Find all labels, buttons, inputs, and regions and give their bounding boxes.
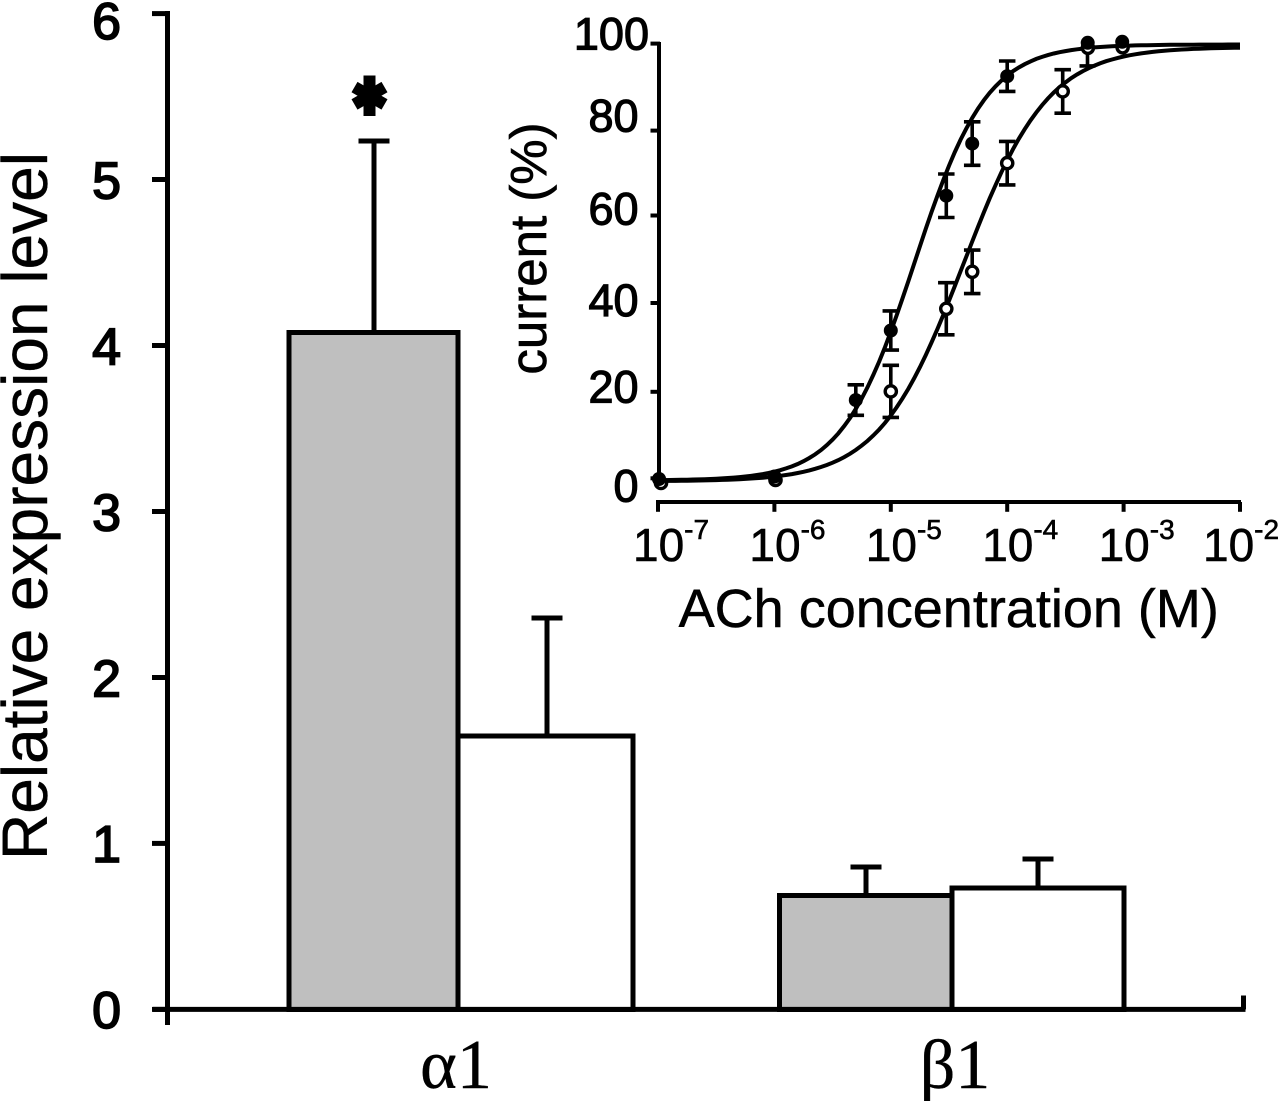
- svg-text:ACh concentration (M): ACh concentration (M): [679, 579, 1219, 639]
- svg-text:0: 0: [613, 460, 638, 511]
- svg-text:6: 6: [92, 0, 121, 51]
- svg-text:3: 3: [92, 484, 121, 542]
- svg-text:80: 80: [588, 90, 638, 141]
- svg-text:10-6: 10-6: [749, 514, 825, 571]
- svg-text:60: 60: [588, 183, 638, 234]
- svg-text:10-3: 10-3: [1099, 514, 1175, 571]
- svg-text:10-2: 10-2: [1203, 514, 1279, 571]
- svg-text:5: 5: [92, 152, 121, 210]
- svg-text:current (%): current (%): [500, 122, 557, 374]
- svg-text:10-7: 10-7: [633, 514, 709, 571]
- svg-text:20: 20: [588, 362, 638, 413]
- svg-text:0: 0: [92, 982, 121, 1040]
- svg-text:2: 2: [92, 650, 121, 708]
- svg-text:Relative expression level: Relative expression level: [0, 152, 61, 860]
- svg-text:40: 40: [588, 275, 638, 326]
- svg-text:β1: β1: [920, 1027, 991, 1101]
- svg-text:α1: α1: [420, 1027, 492, 1101]
- svg-text:4: 4: [92, 318, 121, 376]
- svg-text:100: 100: [574, 9, 649, 60]
- svg-text:1: 1: [92, 816, 121, 874]
